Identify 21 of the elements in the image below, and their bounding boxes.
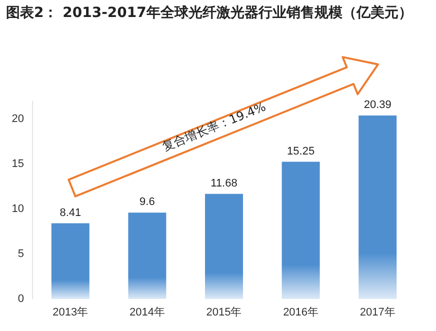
data-label: 11.68 [210,177,238,190]
bar [51,223,90,299]
bar [128,212,166,299]
y-tick-label: 20 [12,113,24,125]
x-tick-label: 2015年 [206,306,242,318]
data-label: 8.41 [60,206,82,219]
y-tick-label: 10 [12,203,24,215]
x-tick-label: 2016年 [283,306,319,318]
bar [282,162,320,299]
bar [358,115,397,299]
data-label: 9.6 [140,196,155,208]
y-tick-label: 15 [12,158,24,170]
data-label: 20.39 [364,98,392,111]
chart-title: 图表2： 2013-2017年全球光纤激光器行业销售规模（亿美元） [6,4,414,23]
x-tick-label: 2014年 [129,306,165,318]
x-tick-label: 2013年 [52,306,88,318]
x-tick-label: 2017年 [360,306,396,318]
data-label: 15.25 [287,145,315,158]
y-tick-label: 5 [18,248,24,260]
bar [205,194,243,299]
y-tick-label: 0 [18,293,24,305]
